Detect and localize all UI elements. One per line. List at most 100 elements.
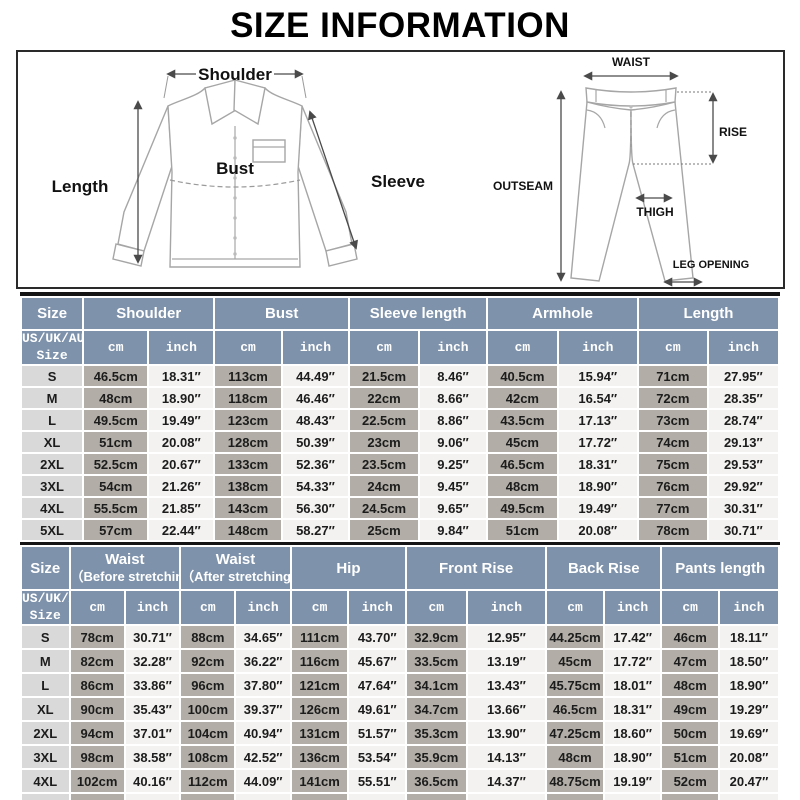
cm-value-cell: 51cm [486, 518, 559, 542]
inch-value-cell: 30.31″ [706, 496, 781, 520]
pants-right-leg [629, 101, 694, 282]
inch-value-cell: 9.45″ [417, 474, 489, 498]
inch-value-cell: 21.85″ [147, 496, 216, 520]
inch-value-cell: 54.33″ [280, 474, 351, 498]
inch-value-cell: 53.54″ [347, 744, 407, 770]
cm-value-cell: 50cm [660, 720, 720, 746]
unit-inch: inch [556, 329, 639, 366]
inch-value-cell: 8.86″ [417, 408, 489, 432]
cm-value-cell: 52cm [660, 768, 720, 794]
cm-value-cell: 49.5cm [545, 792, 605, 800]
inch-value-cell: 56.30″ [280, 496, 351, 520]
inch-value-cell: 19.69″ [717, 720, 781, 746]
unit-inch: inch [123, 589, 182, 626]
inch-value-cell: 37.80″ [234, 672, 292, 698]
pants-group-header-row: Size Waist（Before stretching） Waist（Afte… [20, 545, 780, 591]
inch-value-cell: 18.11″ [717, 624, 781, 650]
cm-value-cell: 74cm [636, 430, 709, 454]
inch-value-cell: 40.16″ [123, 768, 182, 794]
shirt-group-header-row: Size Shoulder Bust Sleeve length Armhole… [19, 296, 781, 331]
inch-value-cell: 13.66″ [465, 696, 548, 722]
group-header-back-rise: Back Rise [545, 545, 663, 591]
unit-cm: cm [213, 329, 283, 366]
cm-value-cell: 24cm [348, 474, 420, 498]
inch-value-cell: 34.65″ [234, 624, 292, 650]
cm-value-cell: 118cm [213, 386, 283, 410]
inch-value-cell: 18.31″ [147, 364, 216, 388]
cm-value-cell: 46cm [660, 624, 720, 650]
pants-left-pocket [586, 109, 606, 129]
cm-value-cell: 53cm [660, 792, 720, 800]
cm-value-cell: 48cm [82, 386, 150, 410]
table-row: 2XL 52.5cm 20.67″ 133cm 52.36″ 23.5cm 9.25″ 46.… [19, 452, 781, 476]
cm-value-cell: 86cm [68, 672, 126, 698]
cm-value-cell: 49.5cm [82, 408, 150, 432]
group-header-hip: Hip [289, 545, 408, 591]
cm-value-cell: 35.3cm [405, 720, 468, 746]
table-row: 5XL 57cm 22.44″ 148cm 58.27″ 25cm 9.84″ 51cm 20.… [19, 518, 781, 542]
cm-value-cell: 138cm [213, 474, 283, 498]
inch-value-cell: 44.49″ [280, 364, 351, 388]
inch-value-cell: 28.74″ [706, 408, 781, 432]
inch-value-cell: 18.01″ [602, 672, 663, 698]
group-header-sleeve-length: Sleeve length [348, 296, 489, 331]
cm-value-cell: 116cm [179, 792, 237, 800]
group-header-pants-length: Pants length [660, 545, 780, 591]
inch-value-cell: 9.25″ [417, 452, 489, 476]
size-header: Size [20, 545, 71, 591]
size-cell: 5XL [19, 518, 85, 542]
inch-value-cell: 51.57″ [347, 720, 407, 746]
cm-value-cell: 57cm [82, 518, 150, 542]
cm-value-cell: 104cm [179, 720, 237, 746]
cm-value-cell: 22.5cm [348, 408, 420, 432]
cm-value-cell: 52.5cm [82, 452, 150, 476]
table-row: 3XL 54cm 21.26″ 138cm 54.33″ 24cm 9.45″ 48cm 18.… [19, 474, 781, 498]
cm-value-cell: 25cm [348, 518, 420, 542]
inch-value-cell: 30.71″ [706, 518, 781, 542]
inch-value-cell: 44.09″ [234, 768, 292, 794]
pants-thigh-label: THIGH [636, 205, 673, 219]
inch-value-cell: 18.90″ [556, 474, 639, 498]
inch-value-cell: 14.37″ [465, 768, 548, 794]
group-header-front-rise: Front Rise [404, 545, 548, 591]
unit-cm: cm [348, 329, 420, 366]
inch-value-cell: 28.35″ [706, 386, 781, 410]
cm-value-cell: 33.5cm [405, 648, 468, 674]
cm-value-cell: 49.5cm [486, 496, 559, 520]
inch-value-cell: 18.31″ [556, 452, 639, 476]
pants-table-body: S 78cm 30.71″ 88cm 34.65″ 111cm 43.70″ 32.9cm 12… [20, 624, 781, 800]
cm-value-cell: 45cm [545, 648, 605, 674]
inch-value-cell: 20.67″ [147, 452, 216, 476]
cm-value-cell: 45.75cm [545, 672, 605, 698]
cm-value-cell: 98cm [68, 744, 126, 770]
unit-inch: inch [280, 329, 351, 366]
inch-value-cell: 13.19″ [465, 648, 548, 674]
inch-value-cell: 45.67″ [347, 648, 407, 674]
unit-inch: inch [347, 589, 407, 626]
inch-value-cell: 8.46″ [417, 364, 489, 388]
inch-value-cell: 18.90″ [147, 386, 216, 410]
pants-table-section: Size Waist（Before stretching） Waist（Afte… [20, 542, 781, 800]
pants-waistband [584, 87, 677, 107]
inch-value-cell: 18.50″ [717, 648, 781, 674]
group-header-waist-after: Waist（After stretching） [179, 545, 292, 591]
cm-value-cell: 43.5cm [486, 408, 559, 432]
inch-value-cell: 36.22″ [234, 648, 292, 674]
shirt-shoulder-label: Shoulder [198, 65, 272, 84]
inch-value-cell: 29.92″ [706, 474, 781, 498]
inch-value-cell: 50.39″ [280, 430, 351, 454]
shirt-bust-label: Bust [216, 159, 254, 178]
inch-value-cell: 27.95″ [706, 364, 781, 388]
table-row: 3XL 98cm 38.58″ 108cm 42.52″ 136cm 53.54″ 35.9c… [20, 744, 781, 770]
unit-inch: inch [417, 329, 489, 366]
inch-value-cell: 35.43″ [123, 696, 182, 722]
shirt-right-sleeve [296, 105, 353, 252]
cm-value-cell: 23.5cm [348, 452, 420, 476]
shirt-units-header-row: US/UK/AU Size cm inch cm inch cm inch cm … [19, 329, 781, 366]
table-row: L 49.5cm 19.49″ 123cm 48.43″ 22.5cm 8.86″ 43.5c… [19, 408, 781, 432]
table-row: M 48cm 18.90″ 118cm 46.46″ 22cm 8.66″ 42cm 16.54… [19, 386, 781, 410]
inch-value-cell: 16.54″ [556, 386, 639, 410]
pants-waist-label: WAIST [612, 55, 651, 69]
cm-value-cell: 37.1cm [405, 792, 468, 800]
